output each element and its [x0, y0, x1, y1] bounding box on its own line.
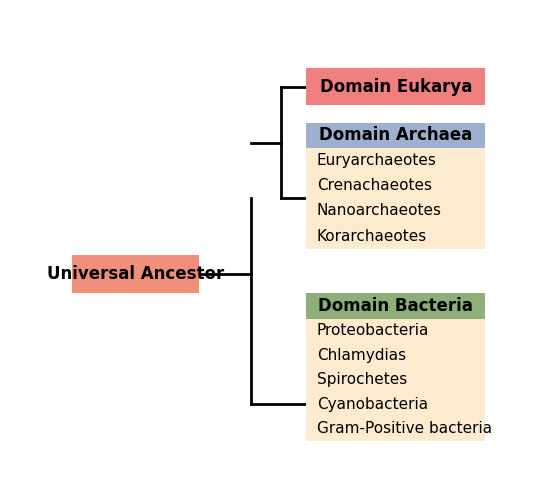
- Text: Universal Ancestor: Universal Ancestor: [47, 265, 224, 283]
- Text: Domain Eukarya: Domain Eukarya: [320, 78, 472, 96]
- FancyBboxPatch shape: [306, 122, 485, 148]
- Text: Korarchaeotes: Korarchaeotes: [317, 229, 427, 243]
- FancyBboxPatch shape: [306, 68, 485, 105]
- Text: Chlamydias: Chlamydias: [317, 348, 406, 363]
- Text: Proteobacteria: Proteobacteria: [317, 323, 429, 338]
- Text: Domain Bacteria: Domain Bacteria: [318, 297, 473, 315]
- FancyBboxPatch shape: [306, 122, 485, 248]
- FancyBboxPatch shape: [306, 293, 485, 319]
- FancyBboxPatch shape: [306, 68, 485, 105]
- Text: Cyanobacteria: Cyanobacteria: [317, 397, 428, 412]
- Text: Nanoarchaeotes: Nanoarchaeotes: [317, 203, 442, 218]
- FancyBboxPatch shape: [306, 293, 485, 441]
- Text: Domain Archaea: Domain Archaea: [319, 126, 472, 144]
- Text: Spirochetes: Spirochetes: [317, 372, 407, 387]
- FancyBboxPatch shape: [72, 255, 199, 293]
- Text: Gram-Positive bacteria: Gram-Positive bacteria: [317, 421, 492, 436]
- Text: Euryarchaeotes: Euryarchaeotes: [317, 153, 437, 168]
- Text: Crenachaeotes: Crenachaeotes: [317, 178, 432, 193]
